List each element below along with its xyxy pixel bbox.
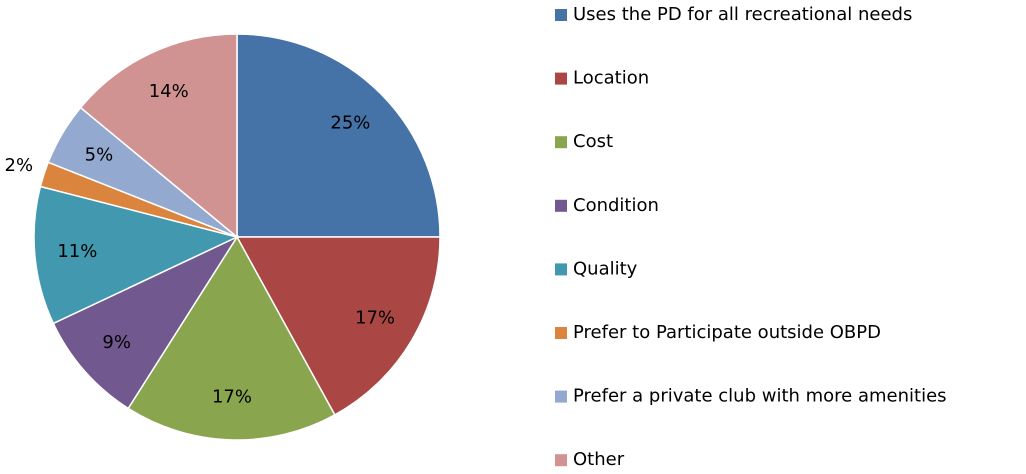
legend-swatch xyxy=(555,390,567,403)
data-label: 14% xyxy=(149,81,189,102)
legend-label: Other xyxy=(573,449,625,470)
pie-slice xyxy=(235,236,441,416)
legend-label: Location xyxy=(573,68,649,89)
data-label: 17% xyxy=(355,308,395,329)
legend-label: Uses the PD for all recreational needs xyxy=(573,4,912,25)
pie-slice xyxy=(52,235,240,410)
legend-swatch xyxy=(555,9,567,21)
legend-label: Cost xyxy=(573,131,613,152)
data-label: 11% xyxy=(57,241,97,262)
legend-swatch xyxy=(555,327,567,339)
pie-slice xyxy=(33,185,240,325)
pie-slice xyxy=(127,235,336,441)
data-label: 9% xyxy=(102,332,131,353)
legend-label: Quality xyxy=(573,258,638,279)
data-label: 5% xyxy=(85,144,114,165)
legend-swatch xyxy=(555,72,567,85)
legend-swatch xyxy=(555,263,567,276)
legend-label: Condition xyxy=(573,195,659,216)
legend-swatch xyxy=(555,136,567,149)
legend-label: Prefer a private club with more amenitie… xyxy=(573,386,947,407)
data-label: 17% xyxy=(212,386,252,407)
pie-slice xyxy=(79,33,238,239)
data-label: 2% xyxy=(5,155,34,176)
legend-swatch xyxy=(555,454,567,467)
data-label: 25% xyxy=(330,113,370,134)
pie-slice xyxy=(236,33,441,238)
legend-label: Prefer to Participate outside OBPD xyxy=(573,322,881,343)
legend-swatch xyxy=(555,199,567,212)
